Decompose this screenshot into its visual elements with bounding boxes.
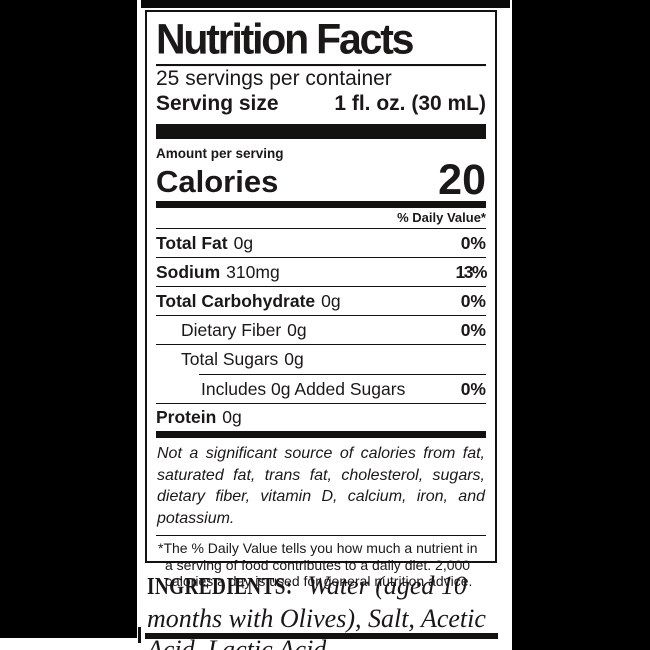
nutrient-name: Total Carbohydrate — [156, 290, 316, 311]
nutrient-row-total-carbohydrate: Total Carbohydrate 0g 0% — [156, 287, 486, 316]
ingredients-label: INGREDIENTS: — [147, 574, 293, 600]
amount-per-serving-label: Amount per serving — [156, 146, 284, 161]
serving-size-label: Serving size — [156, 92, 279, 115]
nutrient-dv: 0% — [460, 232, 486, 253]
nutrient-amount: 0g — [287, 319, 307, 340]
nutrient-name: Sodium — [156, 261, 221, 282]
ingredients-section: INGREDIENTS: Water (aged 10 months with … — [147, 570, 495, 650]
bottom-black-rule — [145, 633, 498, 639]
nutrient-amount: 0g — [233, 232, 254, 253]
nutrient-row-protein: Protein 0g — [156, 404, 486, 431]
servings-per-container: 25 servings per container — [156, 67, 392, 90]
nutrient-amount: 0g — [222, 407, 242, 427]
not-significant-source-note: Not a significant source of calories fro… — [156, 438, 486, 536]
nutrient-dv: 0% — [460, 290, 486, 311]
left-black-margin — [0, 0, 137, 638]
protein-separator-bar — [156, 431, 486, 438]
nutrition-facts-title: Nutrition Facts — [156, 12, 486, 67]
daily-value-header: % Daily Value* — [156, 208, 486, 229]
nutrient-dv: 13% — [455, 261, 487, 282]
nutrient-row-dietary-fiber: Dietary Fiber 0g 0% — [156, 316, 486, 345]
nutrient-name: Total Fat — [156, 232, 228, 253]
nutrient-row-sodium: Sodium 310mg 13% — [156, 258, 487, 287]
top-black-bar — [141, 0, 510, 8]
nutrient-name: Total Sugars — [181, 349, 279, 369]
nutrient-row-total-sugars: Total Sugars 0g — [156, 345, 486, 374]
nutrient-dv: 0% — [460, 319, 486, 340]
nutrient-amount: 0g — [321, 290, 341, 311]
calories-label: Calories — [156, 164, 279, 199]
calories-value: 20 — [438, 156, 486, 204]
nutrient-dv: 0% — [460, 378, 486, 399]
serving-size-value: 1 fl. oz. (30 mL) — [334, 92, 486, 115]
serving-size-row: Serving size 1 fl. oz. (30 mL) — [156, 91, 486, 117]
nutrient-row-total-fat: Total Fat 0g 0% — [156, 229, 486, 258]
calories-row: Calories 20 — [156, 156, 486, 204]
ingredients-text: Water (aged 10 months with Olives), Salt… — [147, 571, 486, 650]
nutrient-row-added-sugars: Includes 0g Added Sugars 0% — [156, 375, 486, 404]
right-black-margin — [512, 0, 650, 650]
nutrient-amount: 0g — [284, 349, 304, 369]
thick-separator-bar — [156, 124, 486, 139]
nutrient-name: Includes 0g Added Sugars — [201, 378, 406, 399]
nutrient-name: Dietary Fiber — [181, 319, 282, 340]
nutrition-facts-panel: Nutrition Facts 25 servings per containe… — [145, 10, 497, 589]
nutrient-name: Protein — [156, 407, 217, 427]
daily-value-footnote: *The % Daily Value tells you how much a … — [158, 540, 478, 589]
indented-separator — [199, 374, 486, 375]
nutrient-amount: 310mg — [226, 261, 280, 282]
medium-separator-bar — [156, 201, 486, 208]
registration-tick-mark — [138, 627, 141, 643]
